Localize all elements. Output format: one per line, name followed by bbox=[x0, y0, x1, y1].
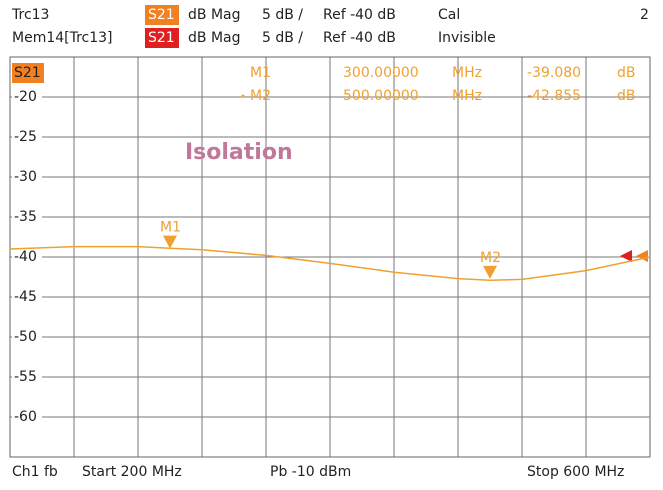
y-tick-label: -20 bbox=[14, 89, 37, 105]
marker-label: M2 bbox=[480, 250, 501, 266]
trace-name: Trc13 bbox=[11, 7, 49, 23]
tick-label-bg bbox=[12, 89, 42, 105]
param-box bbox=[145, 5, 179, 25]
y-tick-label: -35 bbox=[14, 209, 37, 225]
status: Invisible bbox=[438, 30, 496, 46]
marker-y-unit: dB bbox=[617, 65, 636, 81]
ref: Ref -40 dB bbox=[323, 30, 396, 46]
trace-name: Mem14[Trc13] bbox=[12, 30, 113, 46]
trace-label: S21 bbox=[14, 65, 41, 81]
y-tick-label: -40 bbox=[14, 249, 37, 265]
plot: -20 -25 -30 -35 -40 -45 -50 -55 -60 bbox=[9, 57, 651, 457]
ref: Ref -40 dB bbox=[323, 7, 396, 23]
param-box bbox=[145, 28, 179, 48]
footer-channel: Ch1 fb bbox=[12, 464, 58, 480]
status: Cal bbox=[438, 7, 460, 23]
footer-start: Start 200 MHz bbox=[82, 464, 182, 480]
tick-label-bg bbox=[12, 129, 42, 145]
footer-stop: Stop 600 MHz bbox=[527, 464, 624, 480]
scale: 5 dB / bbox=[262, 7, 303, 23]
tick-label-bg bbox=[12, 169, 42, 185]
marker-x-unit: MHz bbox=[452, 65, 482, 81]
y-tick-label: -30 bbox=[14, 169, 37, 185]
footer-power: Pb -10 dBm bbox=[270, 464, 351, 480]
ref-indicator bbox=[620, 250, 632, 262]
tick-label-bg bbox=[12, 289, 42, 305]
y-tick-label: -55 bbox=[14, 369, 37, 385]
marker-x: 500.00000 bbox=[343, 88, 419, 104]
tick-label-bg bbox=[12, 249, 42, 265]
param: S21 bbox=[148, 7, 175, 23]
marker-y: -39.080 bbox=[527, 65, 581, 81]
format: dB Mag bbox=[188, 30, 241, 46]
marker bbox=[483, 265, 497, 279]
marker bbox=[163, 235, 177, 249]
y-tick-label: -25 bbox=[14, 129, 37, 145]
tick-label-bg bbox=[12, 209, 42, 225]
format: dB Mag bbox=[188, 7, 241, 23]
trace bbox=[9, 245, 651, 281]
scale: 5 dB / bbox=[262, 30, 303, 46]
param: S21 bbox=[148, 30, 175, 46]
tick-label-bg bbox=[12, 369, 42, 385]
marker-label: M1 bbox=[160, 220, 181, 236]
annotation: Isolation bbox=[185, 140, 293, 165]
active-marker-dot bbox=[241, 94, 245, 98]
y-tick-label: -60 bbox=[14, 409, 37, 425]
marker-y: -42.855 bbox=[527, 88, 581, 104]
marker-x: 300.00000 bbox=[343, 65, 419, 81]
ref-indicator bbox=[636, 250, 648, 262]
marker-x-unit: MHz bbox=[452, 88, 482, 104]
y-tick-label: -50 bbox=[14, 329, 37, 345]
tick-label-bg bbox=[12, 409, 42, 425]
tick-label-bg bbox=[12, 329, 42, 345]
trace-label-box bbox=[12, 63, 44, 83]
channel-number: 2 bbox=[640, 7, 649, 23]
marker-name: M2 bbox=[250, 88, 271, 104]
y-tick-label: -45 bbox=[14, 289, 37, 305]
marker-name: M1 bbox=[250, 65, 271, 81]
marker-y-unit: dB bbox=[617, 88, 636, 104]
